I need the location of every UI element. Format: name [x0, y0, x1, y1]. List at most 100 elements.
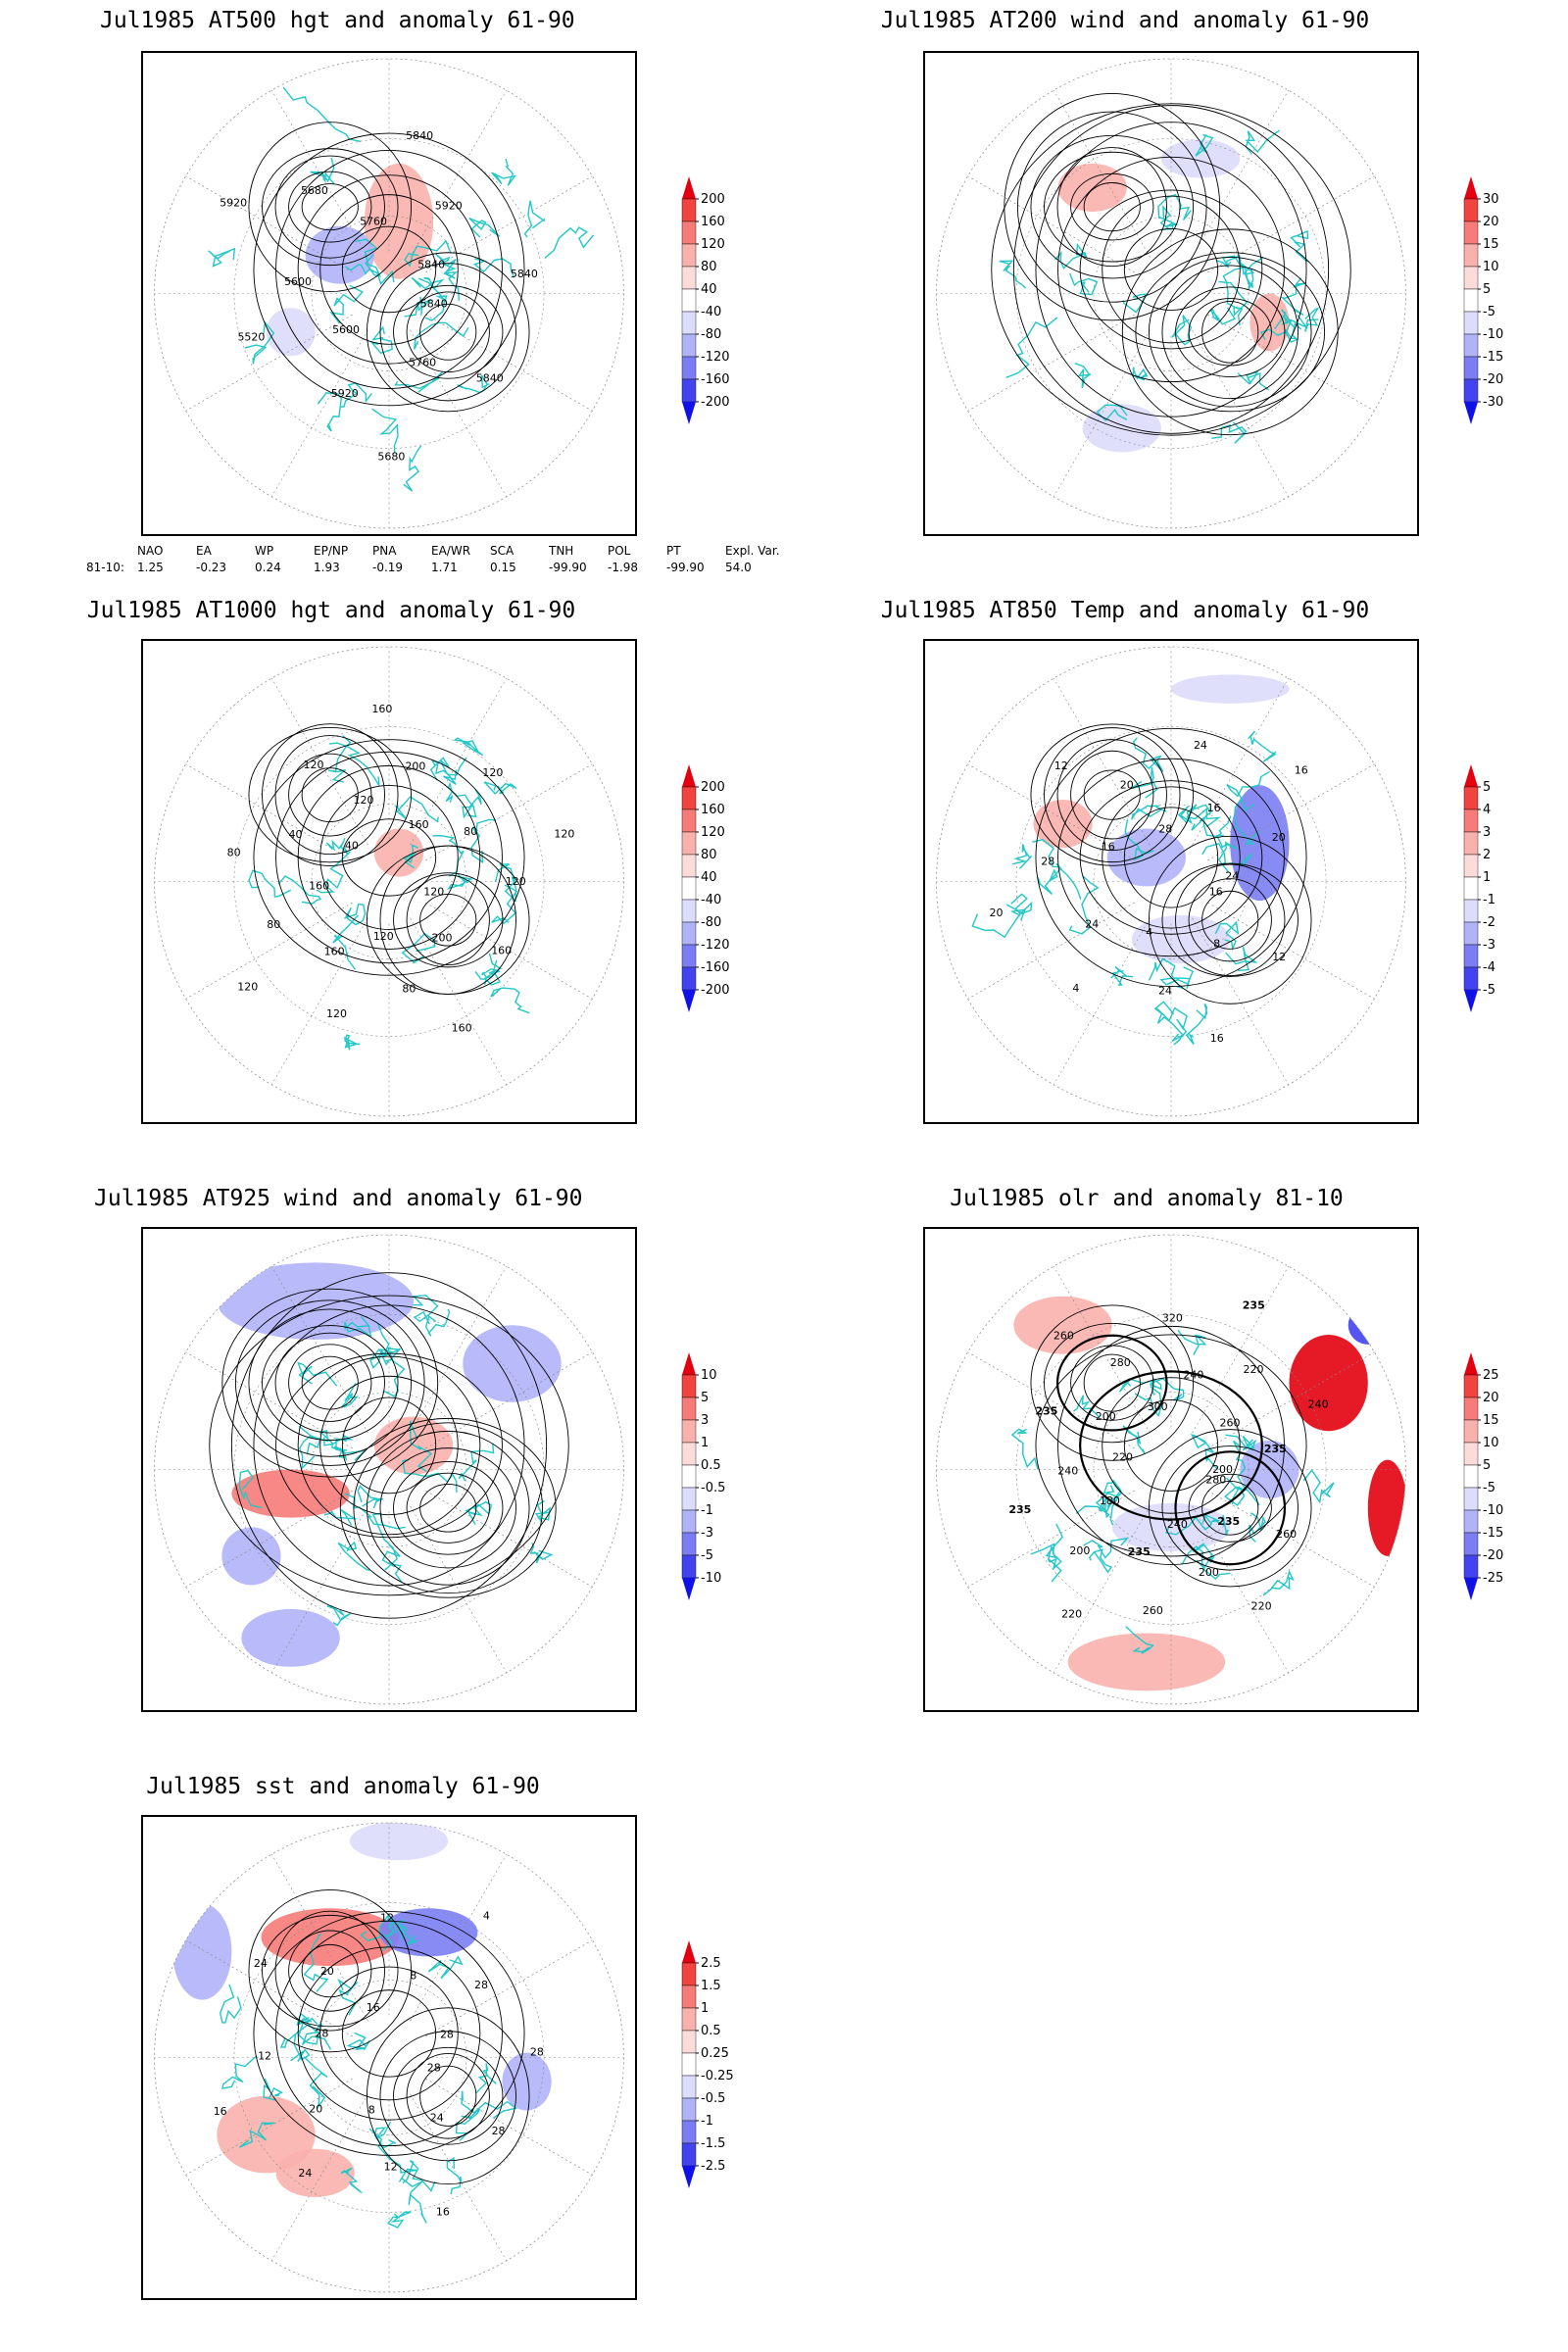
colorbar-label: -160 [701, 372, 730, 387]
coastline [1237, 370, 1269, 391]
contour-label: 235 [1243, 1298, 1265, 1311]
map-content: 280 260 235 220 200 240 260 235 220 200 180 235 240 2… [936, 1235, 1406, 1704]
contour-label: 12 [380, 1912, 394, 1925]
colorbar-label: -5 [1483, 305, 1495, 319]
streamline [419, 1484, 477, 1533]
colorbar-label: 0.5 [701, 2024, 721, 2038]
contour-line [1044, 1323, 1181, 1444]
contour-line [1030, 723, 1195, 866]
streamline [1201, 300, 1259, 364]
contour-label: 5600 [332, 323, 360, 336]
latitude-circle [1015, 726, 1327, 1037]
colorbar-label: -5 [1483, 983, 1495, 998]
streamline [1004, 92, 1221, 321]
colorbar-swatch [1463, 198, 1479, 222]
contour-label: 16 [1207, 802, 1221, 814]
colorbar-label: 20 [1483, 1391, 1499, 1405]
contour-line [419, 894, 477, 947]
map-frame: 280 260 235 220 200 240 260 235 220 200 180 235 240 2… [923, 1227, 1419, 1712]
coastline [238, 1469, 263, 1509]
contour-label: 40 [289, 828, 303, 841]
contour-label: 24 [1194, 739, 1207, 752]
contour-line [319, 194, 459, 345]
colorbar-swatch [681, 808, 697, 833]
coastline [432, 834, 465, 877]
contour-label: 120 [554, 828, 574, 841]
coastline [219, 1984, 242, 2024]
contour-label: 5920 [331, 387, 359, 400]
map-content [154, 1235, 624, 1704]
streamline [230, 1272, 548, 1619]
colorbar-label: 1 [701, 1436, 709, 1450]
colorbar-label: 4 [1483, 803, 1491, 817]
meridian-line [1192, 1265, 1290, 1434]
contour-line [1188, 1473, 1272, 1543]
colorbar-label: 5 [701, 1391, 709, 1405]
contour-label: 5680 [301, 184, 328, 197]
colorbar-swatch [681, 1554, 697, 1579]
colorbar-label: -0.25 [701, 2069, 734, 2083]
streamline [1079, 189, 1263, 350]
coastline [282, 86, 362, 143]
contour-line [262, 723, 399, 866]
colorbar-label: 3 [1483, 825, 1491, 840]
contour-label: 16 [214, 2105, 227, 2118]
polar-map [936, 58, 1406, 529]
coastline [402, 2160, 436, 2192]
contour-label: 24 [1158, 984, 1172, 997]
colorbar-swatch [1463, 899, 1479, 923]
colorbar-swatch [681, 1984, 697, 2009]
colorbar-label: 160 [701, 215, 725, 229]
coastline [971, 908, 1027, 939]
coastline [1157, 193, 1192, 221]
streamline [1035, 122, 1307, 417]
coastline [1211, 421, 1248, 444]
coastline [394, 796, 439, 823]
contour-label: 280 [1110, 1356, 1131, 1369]
colorbar-label: 30 [1483, 192, 1499, 207]
panel-title: Jul1985 olr and anomaly 81-10 [950, 1186, 1344, 1211]
contour-label: 235 [1035, 1404, 1057, 1417]
contour-label: 24 [1225, 870, 1239, 883]
colorbar-arrow-low [1464, 402, 1478, 424]
coastline [475, 2063, 497, 2094]
contour-label: 220 [1112, 1450, 1133, 1463]
coastline [332, 914, 359, 970]
colorbar-swatch [681, 1464, 697, 1489]
coastline [468, 218, 501, 238]
contour-line [274, 1910, 385, 2032]
meridian-line [270, 917, 368, 1086]
streamline [1161, 265, 1298, 400]
coastline [346, 2032, 370, 2051]
map-frame [141, 1227, 637, 1712]
streamline [297, 1355, 481, 1536]
streamline [1121, 228, 1339, 436]
coastline [1068, 875, 1100, 935]
contour-label: 5600 [284, 275, 312, 288]
colorbar-swatch [1463, 220, 1479, 245]
colorbar-label: -2.5 [701, 2159, 725, 2174]
polar-map: 280 260 235 220 200 240 260 235 220 200 180 235 240 2… [936, 1234, 1406, 1705]
colorbar-swatch [681, 2075, 697, 2099]
contour-label: 5840 [476, 371, 504, 384]
streamline [366, 1430, 530, 1586]
coastline [1132, 737, 1164, 772]
streamline [1057, 156, 1285, 383]
coastline [481, 953, 503, 985]
coastline [1234, 796, 1259, 845]
anomaly-shading [349, 1823, 449, 1861]
colorbar-label: 2.5 [701, 1956, 721, 1971]
panel-title: Jul1985 AT925 wind and anomaly 61-90 [94, 1186, 583, 1211]
contour-label: 24 [298, 2167, 312, 2180]
coastline [368, 2128, 417, 2182]
coastline [244, 320, 275, 365]
contour-line [1102, 1377, 1241, 1514]
contour-line [1148, 835, 1312, 1004]
colorbar-label: 2 [1483, 848, 1491, 862]
coastline [490, 987, 530, 1014]
contour-line [319, 1966, 459, 2101]
contour-line [248, 122, 413, 293]
coastline [427, 1955, 464, 1980]
coastline [1192, 1543, 1215, 1570]
index-header-cell: SCA [490, 544, 514, 558]
